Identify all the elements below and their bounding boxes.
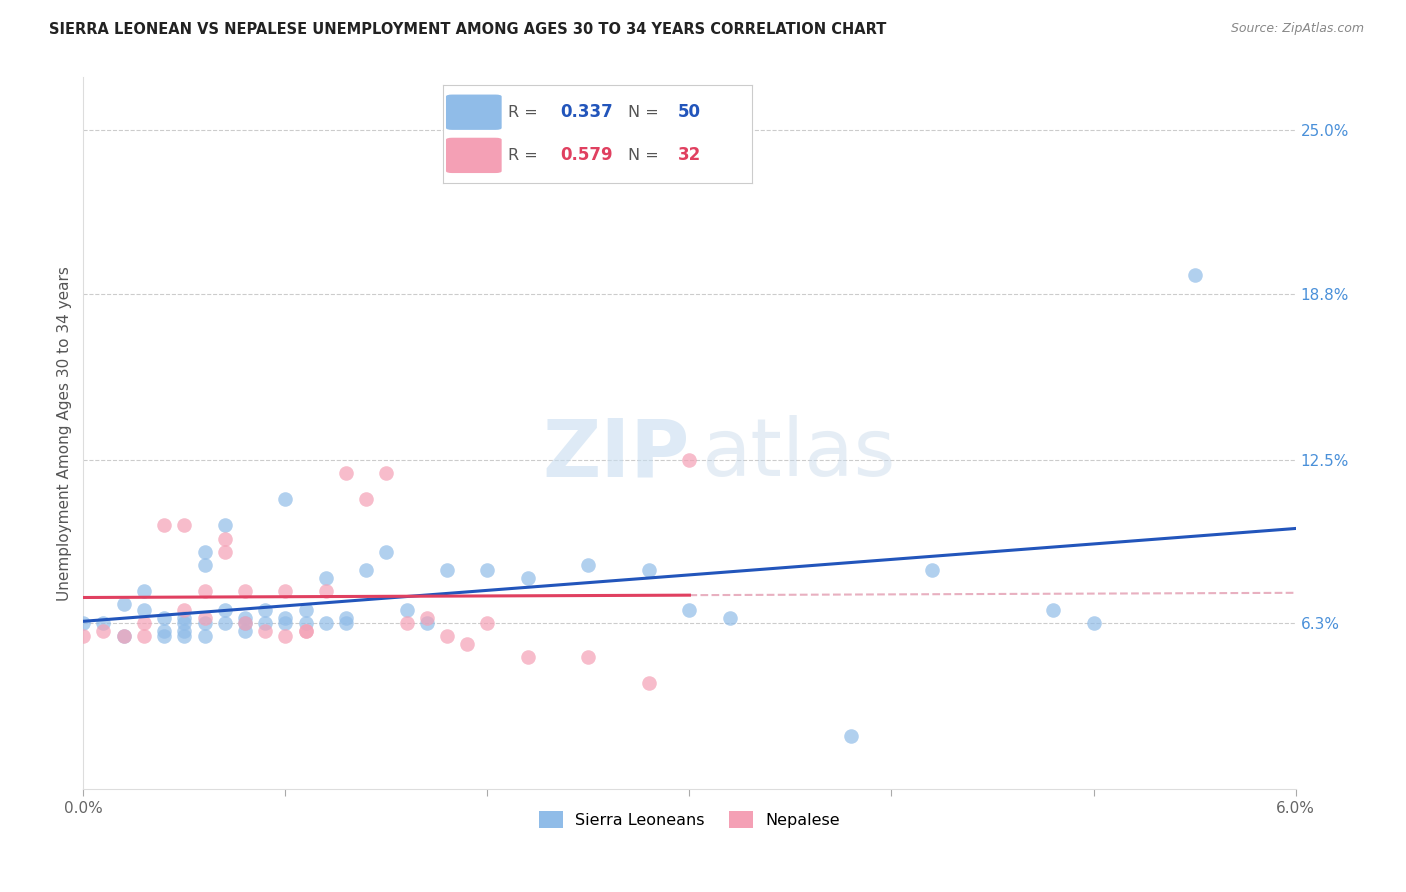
Point (335, 610, 357, 624)
Text: atlas: atlas (702, 416, 896, 493)
Text: 0.337: 0.337 (561, 103, 613, 121)
Point (294, 615, 316, 630)
Text: SIERRA LEONEAN VS NEPALESE UNEMPLOYMENT AMONG AGES 30 TO 34 YEARS CORRELATION CH: SIERRA LEONEAN VS NEPALESE UNEMPLOYMENT … (49, 22, 887, 37)
Point (315, 584, 337, 599)
Point (274, 629, 297, 643)
Point (72, 629, 94, 643)
Point (173, 629, 195, 643)
Point (638, 676, 661, 690)
Point (294, 624, 316, 638)
Point (477, 563, 499, 577)
Point (193, 629, 215, 643)
Text: R =: R = (508, 104, 543, 120)
Point (233, 615, 256, 630)
Point (233, 615, 256, 630)
Point (93, 615, 115, 630)
Point (294, 624, 316, 638)
Point (254, 615, 277, 630)
Point (335, 466, 357, 480)
Point (153, 624, 176, 638)
Point (153, 629, 176, 643)
Point (112, 598, 135, 612)
Point (578, 558, 600, 572)
Point (132, 629, 155, 643)
Point (578, 650, 600, 665)
Point (436, 563, 458, 577)
Point (416, 615, 439, 630)
Point (132, 584, 155, 599)
Point (214, 518, 236, 533)
Point (72, 615, 94, 630)
Point (1184, 268, 1206, 282)
Point (416, 610, 439, 624)
Point (173, 603, 195, 617)
Point (112, 629, 135, 643)
Point (254, 624, 277, 638)
Legend: Sierra Leoneans, Nepalese: Sierra Leoneans, Nepalese (533, 805, 846, 834)
Text: N =: N = (628, 104, 665, 120)
Point (456, 637, 478, 651)
Point (375, 466, 398, 480)
Point (173, 615, 195, 630)
Point (173, 518, 195, 533)
Point (254, 603, 277, 617)
Point (193, 584, 215, 599)
Point (93, 624, 115, 638)
Text: 50: 50 (678, 103, 702, 121)
Text: R =: R = (508, 148, 543, 163)
Point (335, 615, 357, 630)
Point (214, 545, 236, 559)
Point (516, 571, 538, 585)
Point (839, 729, 862, 743)
Text: ZIP: ZIP (543, 416, 689, 493)
Point (1083, 615, 1105, 630)
Point (274, 584, 297, 599)
Point (193, 545, 215, 559)
Point (315, 615, 337, 630)
Point (132, 615, 155, 630)
Point (274, 610, 297, 624)
Point (214, 615, 236, 630)
Point (678, 452, 700, 467)
Point (436, 629, 458, 643)
Point (153, 610, 176, 624)
Point (173, 610, 195, 624)
Point (233, 584, 256, 599)
Point (214, 532, 236, 546)
Point (395, 615, 418, 630)
FancyBboxPatch shape (446, 137, 502, 173)
Point (274, 491, 297, 506)
FancyBboxPatch shape (446, 95, 502, 130)
Point (354, 491, 377, 506)
Point (315, 571, 337, 585)
Point (921, 563, 943, 577)
Point (193, 610, 215, 624)
Point (375, 545, 398, 559)
Point (516, 650, 538, 665)
Point (112, 629, 135, 643)
Point (395, 603, 418, 617)
Point (233, 624, 256, 638)
Text: N =: N = (628, 148, 665, 163)
Point (153, 518, 176, 533)
Point (354, 563, 377, 577)
Point (193, 615, 215, 630)
Point (274, 615, 297, 630)
Point (294, 603, 316, 617)
Point (193, 558, 215, 572)
Text: 32: 32 (678, 146, 702, 164)
Point (477, 615, 499, 630)
Point (214, 603, 236, 617)
Point (1042, 603, 1064, 617)
Y-axis label: Unemployment Among Ages 30 to 34 years: Unemployment Among Ages 30 to 34 years (58, 266, 72, 600)
Text: Source: ZipAtlas.com: Source: ZipAtlas.com (1230, 22, 1364, 36)
Point (718, 610, 741, 624)
Point (132, 603, 155, 617)
Point (678, 603, 700, 617)
Text: 0.579: 0.579 (561, 146, 613, 164)
Point (638, 563, 661, 577)
Point (233, 610, 256, 624)
Point (173, 624, 195, 638)
